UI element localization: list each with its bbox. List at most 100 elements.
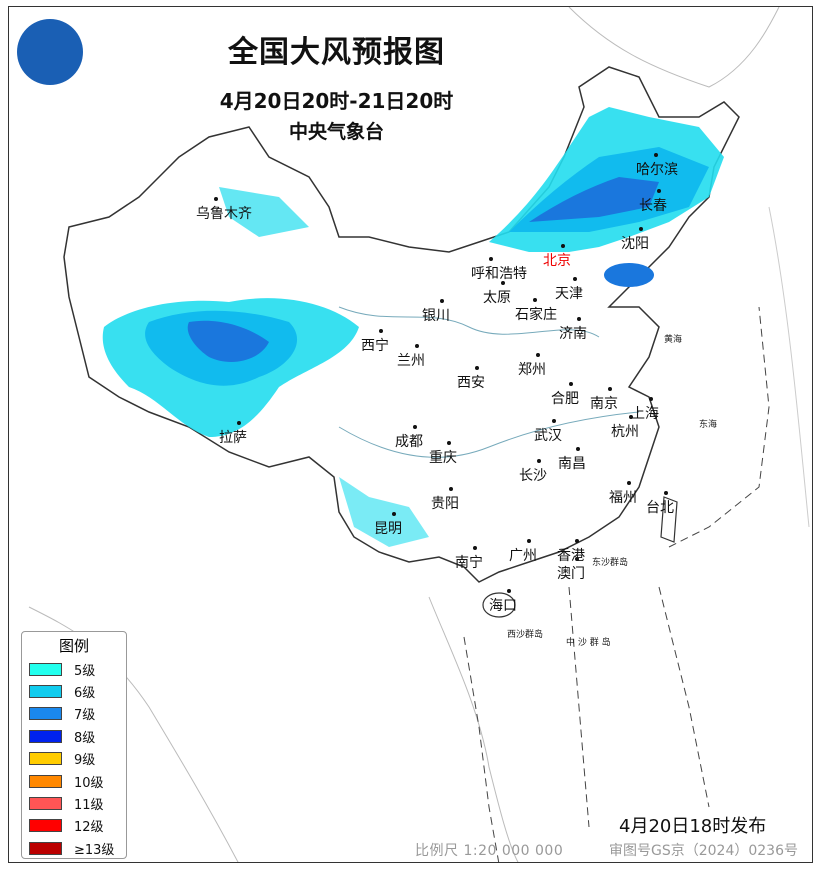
sea-label: 中 沙 群 岛	[566, 638, 611, 648]
city-dot	[440, 299, 444, 303]
maritime-boundary	[463, 306, 770, 862]
city-dot	[561, 244, 565, 248]
city-label: 杭州	[611, 424, 639, 440]
city-dot	[507, 589, 511, 593]
city-label: 南京	[590, 396, 618, 412]
city-label: 西安	[457, 375, 485, 391]
city-label: 广州	[509, 548, 537, 564]
legend-label: 11级	[74, 798, 104, 814]
legend-swatch	[29, 707, 62, 721]
city-label: 石家庄	[515, 307, 557, 323]
legend-item: 12级	[22, 815, 126, 837]
city-dot	[657, 189, 661, 193]
legend-item: 6级	[22, 680, 126, 702]
city-dot	[475, 366, 479, 370]
city-dot	[608, 387, 612, 391]
city-label: 重庆	[429, 450, 457, 466]
city-label: 沈阳	[621, 236, 649, 252]
sea-label: 黄海	[664, 335, 683, 345]
map-frame: 全国大风预报图 4月20日20时-21日20时 中央气象台 乌鲁木齐 哈尔滨 长春沈…	[8, 6, 813, 863]
legend-swatch	[29, 797, 62, 811]
cma-logo	[17, 19, 83, 85]
legend-item: 5级	[22, 658, 126, 680]
wind-area-level-7	[529, 177, 659, 222]
city-label: 长沙	[519, 468, 547, 484]
city-dot	[489, 257, 493, 261]
city-dot	[552, 419, 556, 423]
city-dot	[537, 459, 541, 463]
city-label: 呼和浩特	[471, 266, 527, 282]
map-title: 全国大风预报图	[228, 35, 445, 70]
wind-area-level-7	[604, 263, 654, 287]
wind-area-level-7	[187, 320, 269, 362]
legend-item: 7级	[22, 703, 126, 725]
map-scale: 比例尺 1:20 000 000	[415, 843, 564, 859]
city-label: 郑州	[518, 362, 546, 378]
city-dot	[576, 447, 580, 451]
legend-swatch	[29, 685, 62, 699]
city-dot	[575, 557, 579, 561]
city-dot	[413, 425, 417, 429]
city-label: 太原	[483, 290, 511, 306]
coastline-japan	[768, 206, 810, 528]
city-label: 银川	[422, 308, 450, 324]
city-label: 成都	[395, 434, 423, 450]
city-label: 台北	[646, 500, 674, 516]
city-label: 长春	[639, 198, 667, 214]
wind-area-level-5	[219, 187, 309, 237]
city-dot	[654, 153, 658, 157]
city-dot	[533, 298, 537, 302]
legend-label: 5级	[74, 663, 96, 679]
yellow-river	[338, 306, 600, 338]
city-dot	[527, 539, 531, 543]
neighbor-border	[568, 7, 780, 88]
wind-area-level-5	[339, 477, 429, 547]
legend-label: 9级	[74, 753, 96, 769]
city-label: 海口	[489, 598, 517, 614]
city-dot	[214, 197, 218, 201]
city-dot	[627, 481, 631, 485]
legend-label: 6级	[74, 686, 96, 702]
legend-swatch	[29, 729, 62, 743]
china-map	[28, 7, 810, 862]
sea-label: 东沙群岛	[592, 558, 629, 568]
hainan-outline	[482, 592, 516, 618]
city-label: 天津	[555, 286, 583, 302]
legend-swatch	[29, 662, 62, 676]
city-dot	[649, 397, 653, 401]
city-dot	[447, 441, 451, 445]
city-label: 南昌	[558, 456, 586, 472]
city-label: 贵阳	[431, 496, 459, 512]
review-number: 审图号GS京（2024）0236号	[609, 843, 798, 859]
city-label: 澳门	[557, 566, 585, 582]
legend: 图例 5级 6级 7级 8级 9级 10级 11级 12级 ≥13级	[21, 631, 127, 859]
city-dot	[237, 421, 241, 425]
yangtze-river	[338, 411, 640, 458]
issuer: 中央气象台	[288, 121, 384, 143]
city-label: 香港	[557, 548, 585, 564]
city-label: 哈尔滨	[636, 162, 678, 178]
city-dot	[629, 415, 633, 419]
sea-label: 西沙群岛	[507, 630, 544, 640]
city-dot	[569, 382, 573, 386]
issue-time: 4月20日18时发布	[619, 816, 767, 837]
legend-label: 8级	[74, 730, 96, 746]
coastline-vietnam	[428, 596, 519, 862]
city-label: 昆明	[374, 521, 402, 537]
city-label: 合肥	[551, 391, 579, 407]
city-label: 北京	[543, 253, 571, 269]
city-dot	[449, 487, 453, 491]
legend-swatch	[29, 774, 62, 788]
wind-areas	[102, 107, 724, 547]
city-dot	[379, 329, 383, 333]
legend-item: 9级	[22, 748, 126, 770]
city-dot	[501, 281, 505, 285]
legend-label: ≥13级	[74, 842, 115, 858]
legend-item: 11级	[22, 792, 126, 814]
city-dot	[473, 546, 477, 550]
forecast-period: 4月20日20时-21日20时	[219, 89, 454, 113]
city-dot	[415, 344, 419, 348]
city-label: 上海	[631, 406, 659, 422]
legend-item: 8级	[22, 725, 126, 747]
city-label: 兰州	[397, 353, 425, 369]
